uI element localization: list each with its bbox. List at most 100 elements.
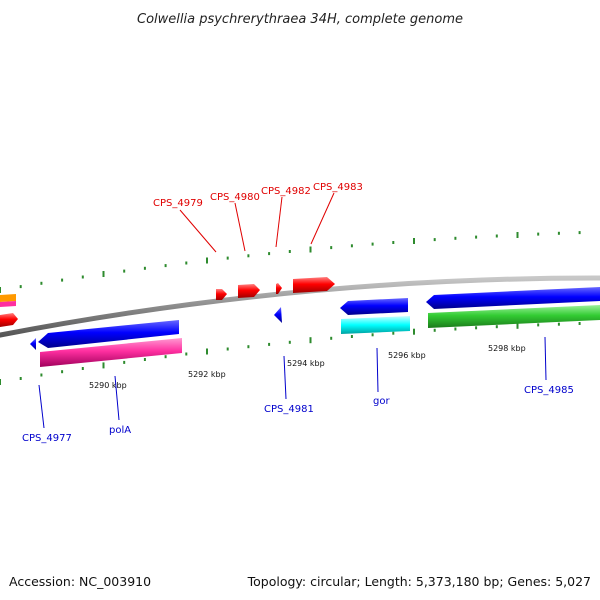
- gc-mark: [475, 235, 478, 239]
- gc-mark: [0, 287, 1, 293]
- gc-mark: [413, 328, 415, 335]
- gene-pola[interactable]: [38, 320, 179, 348]
- gc-mark: [537, 232, 540, 236]
- gc-mark: [0, 379, 1, 385]
- gene-cps-4977[interactable]: [30, 338, 36, 350]
- gc-mark: [537, 323, 540, 327]
- gc-mark: [123, 269, 126, 273]
- gc-mark: [330, 246, 333, 250]
- gc-mark: [102, 362, 105, 369]
- gc-mark: [454, 327, 457, 331]
- gene-cps-4983[interactable]: [293, 277, 335, 293]
- gc-mark: [495, 234, 498, 238]
- leader-line: [234, 202, 246, 252]
- leader-line: [310, 192, 335, 245]
- gc-mark: [454, 236, 457, 240]
- gc-mark: [81, 275, 84, 279]
- gc-mark: [164, 355, 167, 359]
- gc-mark: [61, 278, 64, 282]
- gc-mark: [164, 264, 167, 268]
- gc-mark: [557, 322, 560, 326]
- cds-cps-4985: [428, 305, 600, 328]
- gc-mark: [516, 322, 519, 329]
- gene-label-cps-4981[interactable]: CPS_4981: [264, 404, 314, 415]
- gc-mark: [185, 261, 188, 265]
- cds-gor: [341, 316, 410, 334]
- gc-mark: [433, 238, 436, 242]
- gene-label-gor[interactable]: gor: [373, 396, 390, 407]
- gc-mark: [392, 241, 395, 244]
- gc-mark: [268, 342, 271, 346]
- gc-mark: [226, 347, 229, 351]
- gc-mark: [413, 238, 415, 244]
- gc-track-inner: [0, 322, 581, 385]
- topology-summary: Topology: circular; Length: 5,373,180 bp…: [247, 574, 591, 589]
- leader-line: [38, 384, 45, 429]
- gc-mark: [40, 281, 43, 285]
- leader-line: [283, 355, 287, 400]
- leader-line: [544, 336, 547, 381]
- gc-mark: [19, 285, 22, 289]
- gc-mark: [247, 345, 250, 349]
- gene-label-cps-4980[interactable]: CPS_4980: [210, 192, 260, 203]
- gc-mark: [288, 250, 291, 253]
- gene-cps-4979[interactable]: [216, 289, 227, 300]
- gene-cps-4985[interactable]: [426, 287, 600, 309]
- gene-label-cps-4982[interactable]: CPS_4982: [261, 186, 311, 197]
- gc-mark: [495, 325, 498, 329]
- bottom-labels: CPS_4977 polA CPS_4981 gor CPS_4985: [22, 336, 574, 444]
- gc-mark: [206, 257, 208, 264]
- gc-mark: [309, 246, 312, 253]
- gc-mark: [557, 231, 560, 235]
- gc-mark: [102, 271, 105, 277]
- gene-label-cps-4977[interactable]: CPS_4977: [22, 433, 72, 444]
- gc-mark: [350, 335, 353, 338]
- gene-label-cps-4985[interactable]: CPS_4985: [524, 385, 574, 396]
- gc-mark: [392, 331, 395, 335]
- scale-tick-label: 5296 kbp: [388, 351, 426, 360]
- gene-label-cps-4979[interactable]: CPS_4979: [153, 198, 203, 209]
- gc-mark: [516, 232, 519, 238]
- gc-mark: [330, 336, 333, 340]
- scale-tick-label: 5298 kbp: [488, 344, 526, 353]
- gc-mark: [123, 360, 126, 364]
- feature-pink-partial: [0, 301, 16, 307]
- feature-red-partial: [0, 313, 18, 327]
- gc-mark: [40, 373, 43, 377]
- gc-mark: [81, 367, 84, 370]
- gene-gor[interactable]: [340, 298, 408, 315]
- gene-label-pola[interactable]: polA: [109, 425, 131, 436]
- gc-mark: [433, 328, 436, 332]
- leader-line: [275, 196, 283, 248]
- gene-label-cps-4983[interactable]: CPS_4983: [313, 182, 363, 193]
- top-labels: CPS_4979 CPS_4980 CPS_4982 CPS_4983: [153, 182, 363, 253]
- cds-pola: [40, 338, 182, 367]
- gc-mark: [578, 231, 581, 235]
- gc-mark: [206, 348, 208, 355]
- gene-cps-4982[interactable]: [276, 283, 282, 294]
- gene-cps-4980[interactable]: [238, 284, 260, 298]
- leader-line: [376, 347, 379, 393]
- gc-mark: [288, 340, 291, 344]
- scale: 5290 kbp 5292 kbp 5294 kbp 5296 kbp 5298…: [89, 344, 526, 390]
- gc-mark: [247, 254, 250, 258]
- gc-mark: [309, 337, 312, 344]
- gene-cps-4981[interactable]: [274, 307, 282, 323]
- leader-line: [179, 209, 217, 253]
- gc-mark: [19, 377, 22, 380]
- accession-text: Accession: NC_003910: [9, 574, 151, 589]
- gc-mark: [143, 358, 146, 361]
- gc-mark: [475, 326, 478, 330]
- gc-mark: [371, 242, 374, 246]
- feature-orange-partial: [0, 294, 16, 302]
- scale-tick-label: 5292 kbp: [188, 370, 226, 379]
- scale-tick-label: 5294 kbp: [287, 359, 325, 368]
- gc-track-outer: [0, 231, 581, 293]
- gc-mark: [61, 370, 64, 374]
- map-title: Colwellia psychrerythraea 34H, complete …: [137, 12, 463, 27]
- gc-mark: [226, 256, 229, 260]
- gc-mark: [578, 322, 581, 325]
- gc-mark: [185, 352, 188, 356]
- gc-mark: [350, 244, 353, 248]
